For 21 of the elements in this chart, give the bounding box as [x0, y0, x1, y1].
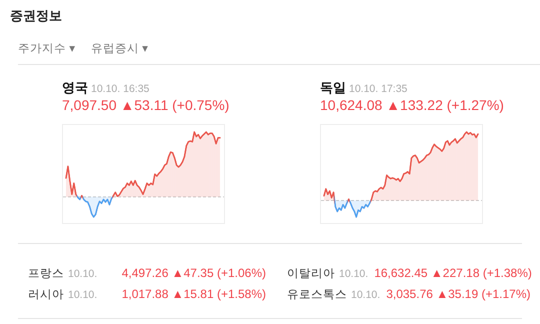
text: 10,624.08 ▲133.22 (+1.27%): [320, 97, 504, 113]
text: 러시아: [28, 289, 64, 301]
chart-title: 영국: [62, 80, 88, 95]
text: 프랑스: [28, 268, 64, 280]
text: 주가지수 ▾: [18, 43, 76, 55]
text: 10.10.: [68, 289, 98, 301]
text: 유럽증시 ▾: [90, 43, 148, 55]
text: 3,035.76 ▲35.19 (+1.17%): [386, 287, 531, 301]
text: 10.10.: [339, 268, 368, 280]
text: 10.10.: [68, 268, 98, 280]
text: 4,497.26 ▲47.35 (+1.06%): [122, 266, 266, 280]
text: 증권정보: [10, 8, 62, 23]
text: 유로스톡스: [287, 289, 347, 301]
text: 이탈리아: [287, 268, 335, 280]
text: 16,632.45 ▲227.18 (+1.38%): [374, 266, 532, 280]
text: 7,097.50 ▲53.11 (+0.75%): [62, 97, 230, 113]
chart-subtitle: 10.10. 16:35: [91, 83, 150, 95]
chart-subtitle: 10.10. 17:35: [349, 83, 408, 95]
text: 1,017.88 ▲15.81 (+1.58%): [122, 287, 266, 301]
chart-title: 독일: [320, 80, 346, 95]
text: 10.10.: [351, 289, 380, 301]
